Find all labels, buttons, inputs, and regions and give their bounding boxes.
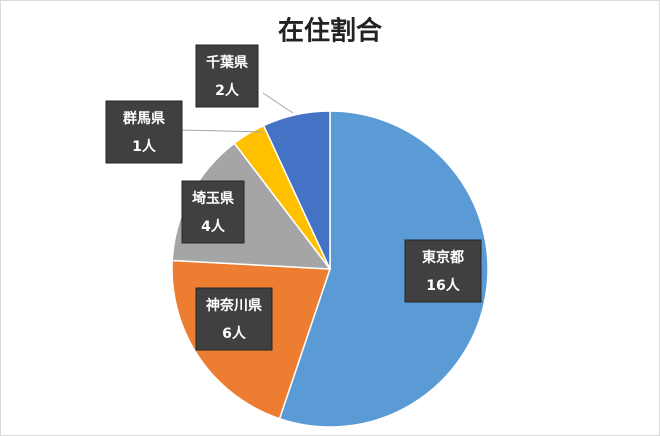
label-value: 2人 <box>215 82 240 99</box>
label-value: 1人 <box>132 138 157 155</box>
pie-slice <box>278 110 489 428</box>
leader-line <box>181 129 264 133</box>
label-box <box>195 44 259 108</box>
label-box <box>195 287 273 351</box>
label-category: 東京都 <box>422 249 464 266</box>
pie-slice <box>262 110 331 270</box>
label-value: 6人 <box>222 325 247 342</box>
label-box <box>404 239 482 303</box>
label-box <box>105 100 183 164</box>
label-category: 埼玉県 <box>192 190 234 207</box>
label-category: 神奈川県 <box>206 297 262 314</box>
chart-title: 在住割合 <box>278 16 383 47</box>
label-value: 16人 <box>426 277 460 294</box>
label-category: 千葉県 <box>206 54 248 71</box>
label-category: 群馬県 <box>122 110 165 127</box>
label-box <box>181 180 245 244</box>
leader-line <box>262 92 294 114</box>
label-value: 4人 <box>201 218 226 235</box>
